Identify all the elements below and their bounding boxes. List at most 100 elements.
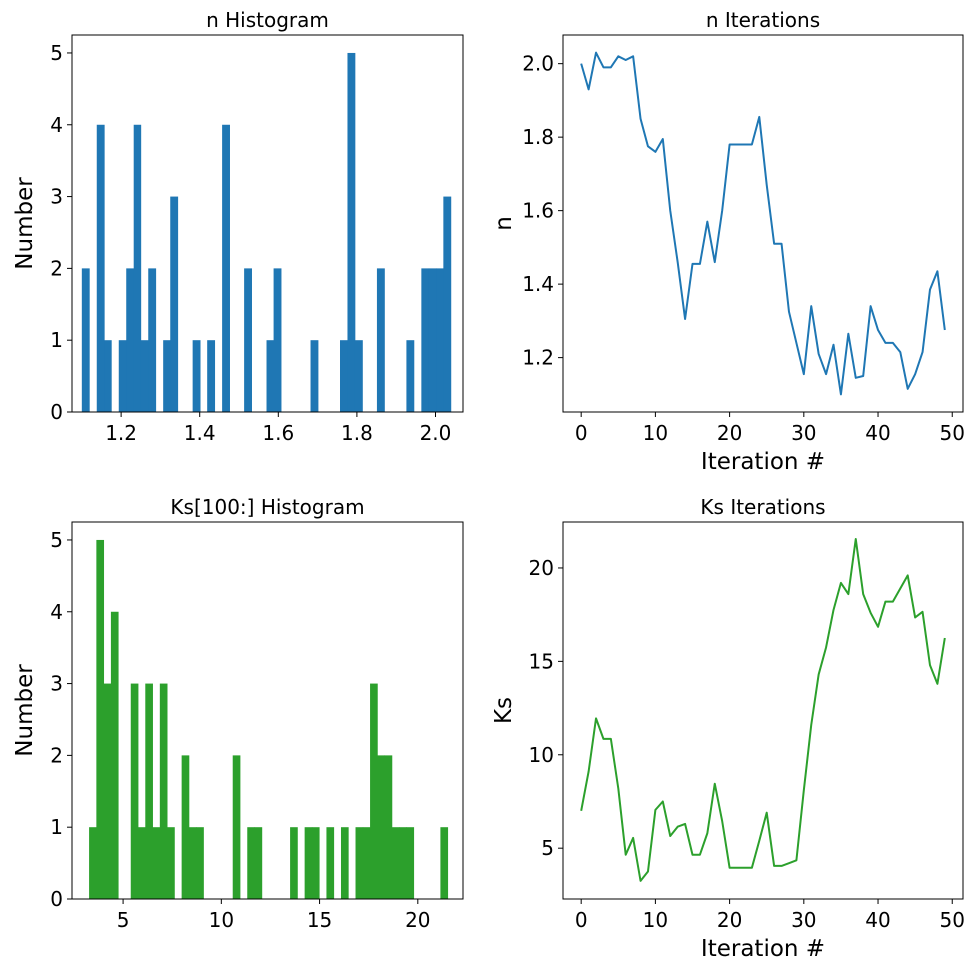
y-tick-label: 4 [50,600,63,624]
y-tick-label: 15 [529,649,554,673]
histogram-bar [362,827,371,899]
x-tick-label: 50 [940,421,965,445]
histogram-bar [140,340,149,412]
histogram-bar [89,827,97,899]
histogram-bar [347,52,356,412]
x-tick-label: 1.4 [184,421,216,445]
histogram-bar [170,196,179,412]
histogram-bar [163,340,171,412]
x-tick-label: 40 [865,421,890,445]
y-tick-label: 2.0 [522,52,554,76]
chart-title: n Histogram [206,8,329,32]
x-tick-label: 5 [117,908,130,932]
x-tick-label: 0 [575,421,588,445]
plot-frame [71,34,464,413]
histogram-bar [103,683,112,899]
histogram-bar [376,268,385,412]
histogram-bar [421,268,430,412]
y-tick-label: 1.6 [522,199,554,223]
x-tick-label: 10 [209,908,234,932]
ks-histogram-panel: 5 10 15 20 0 1 2 3 4 5 Ks[100:] Histogram Number [12,495,464,932]
y-axis-label: Number [12,664,38,757]
histogram-bar [126,268,135,412]
y-tick-label: 5 [50,528,63,552]
ks-iterations-panel: 0 10 20 30 40 50 5 10 15 20 Ks Iterations Iterat… [491,495,965,962]
plot-frame [562,521,964,900]
histogram-bar [181,755,190,899]
x-axis-label: Iteration # [701,936,825,962]
y-tick-label: 1.4 [522,272,554,296]
histogram-bar [340,827,349,899]
histogram-bar [266,340,274,412]
histogram-bar [196,827,204,899]
histogram-bar [192,340,201,412]
x-axis-label: Iteration # [701,449,825,475]
y-tick-label: 0 [50,400,63,424]
x-tick-label: 2.0 [420,421,452,445]
x-tick-label: 30 [791,421,816,445]
x-tick-label: 1.8 [341,421,373,445]
plot-frame [71,521,464,900]
histogram-bar [152,827,161,899]
y-tick-label: 3 [50,672,63,696]
histogram-bar [428,268,437,412]
y-tick-label: 4 [50,113,63,137]
histogram-bar [188,827,197,899]
x-tick-label: 30 [791,908,816,932]
y-axis-label: Ks [491,697,517,724]
x-tick-label: 20 [405,908,430,932]
y-tick-label: 1 [50,815,63,839]
histogram-bar [118,340,127,412]
x-tick-label: 20 [717,908,742,932]
histogram-bar [354,340,363,412]
histogram-bar [96,124,105,412]
histogram-bar [377,755,385,899]
y-tick-label: 2 [50,256,63,280]
histogram-bar [222,124,230,412]
x-tick-label: 40 [865,908,890,932]
histogram-bar [148,268,157,412]
histogram-bar [326,827,335,899]
y-axis-label: n [491,216,517,231]
x-tick-label: 0 [575,908,588,932]
x-tick-label: 10 [643,421,668,445]
y-tick-label: 0 [50,887,63,911]
histogram-bar [138,827,146,899]
histogram-bar [81,268,90,412]
histogram-bar [130,683,139,899]
histogram-bar [232,755,241,899]
histogram-bar [244,268,252,412]
histogram-bar [355,827,364,899]
n-histogram-panel: 1.2 1.4 1.6 1.8 2.0 0 1 2 3 4 5 n Histogram Numbe… [12,8,464,445]
y-tick-label: 1.2 [522,346,554,370]
chart-title: Ks[100:] Histogram [170,495,364,519]
histogram-bar [207,340,216,412]
y-tick-label: 2 [50,743,63,767]
series-line [580,538,946,882]
y-tick-label: 5 [541,836,554,860]
y-tick-label: 5 [50,41,63,65]
histogram-bar [290,827,298,899]
histogram-bar [304,827,313,899]
x-tick-label: 1.6 [262,421,294,445]
y-tick-label: 10 [529,743,554,767]
histogram-bar [443,196,452,412]
histogram-bar [391,827,400,899]
histogram-bar [110,611,119,899]
histogram-bar [104,340,112,412]
x-tick-label: 1.2 [105,421,137,445]
plot-frame [562,34,964,413]
histogram-bar [167,827,175,899]
chart-title: n Iterations [706,8,820,32]
histogram-bar [311,827,320,899]
histogram-bar [145,683,153,899]
histogram-bar [247,827,255,899]
x-tick-label: 15 [307,908,332,932]
histogram-bar [384,755,393,899]
histogram-bar [340,340,348,412]
histogram-bar [406,340,415,412]
y-tick-label: 3 [50,185,63,209]
histogram-bar [440,827,449,899]
chart-title: Ks Iterations [700,495,825,519]
